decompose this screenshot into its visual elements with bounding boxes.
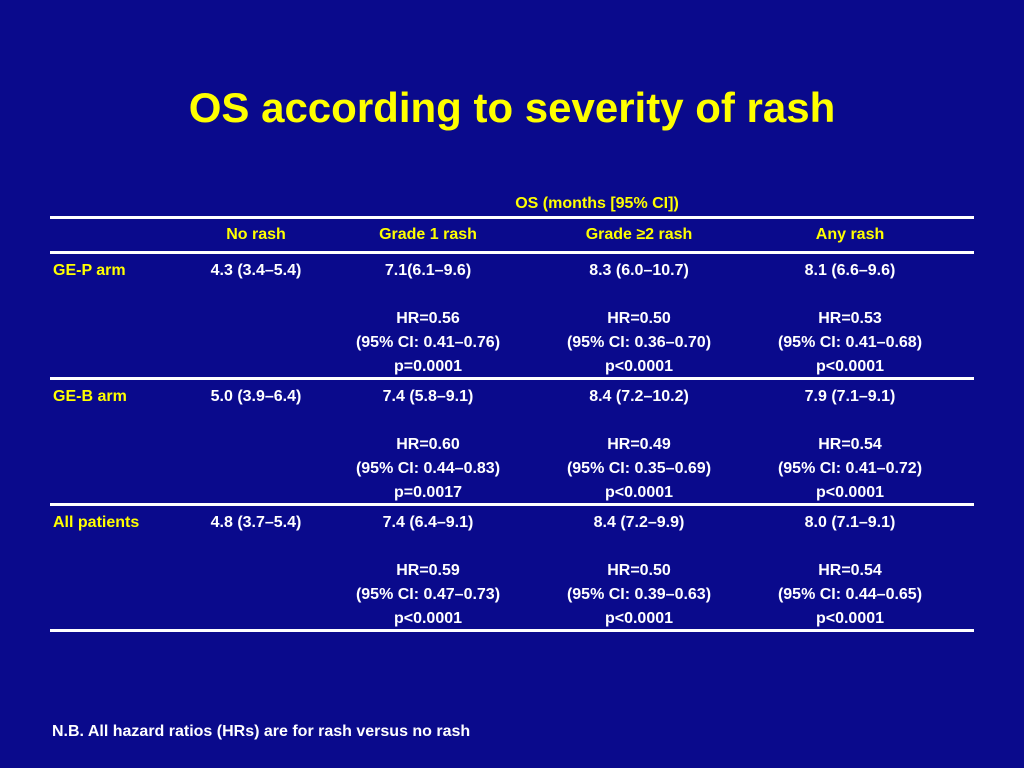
p-value: p<0.0001	[604, 484, 674, 501]
any-rash-cell: 8.1 (6.6–9.6) HR=0.53 (95% CI: 0.41–0.68…	[744, 259, 956, 377]
hr-value: HR=0.50	[607, 562, 671, 579]
os-value: 8.3 (6.0–10.7)	[589, 262, 689, 279]
column-header-grade1: Grade 1 rash	[379, 226, 477, 243]
column-header-row: No rash Grade 1 rash Grade ≥2 rash Any r…	[50, 219, 974, 251]
grade1-cell: 7.4 (5.8–9.1) HR=0.60 (95% CI: 0.44–0.83…	[322, 385, 534, 503]
header-rule	[50, 251, 974, 254]
ci-value: (95% CI: 0.36–0.70)	[566, 334, 712, 351]
hr-value: HR=0.56	[396, 310, 460, 327]
grade2-cell: 8.4 (7.2–10.2) HR=0.49 (95% CI: 0.35–0.6…	[534, 385, 744, 503]
grade2-cell: 8.4 (7.2–9.9) HR=0.50 (95% CI: 0.39–0.63…	[534, 511, 744, 629]
grade1-cell: 7.1(6.1–9.6) HR=0.56 (95% CI: 0.41–0.76)…	[322, 259, 534, 377]
table-top-rule	[50, 216, 974, 219]
ci-value: (95% CI: 0.44–0.65)	[777, 586, 923, 603]
table-bottom-rule	[50, 629, 974, 632]
any-rash-cell: 8.0 (7.1–9.1) HR=0.54 (95% CI: 0.44–0.65…	[744, 511, 956, 629]
p-value: p<0.0001	[815, 358, 885, 375]
hr-value: HR=0.60	[396, 436, 460, 453]
hr-value: HR=0.50	[607, 310, 671, 327]
os-value: 8.4 (7.2–10.2)	[589, 388, 689, 405]
ci-value: (95% CI: 0.39–0.63)	[566, 586, 712, 603]
slide-title: OS according to severity of rash	[188, 84, 836, 131]
table-row: GE-P arm 4.3 (3.4–5.4) 7.1(6.1–9.6) HR=0…	[50, 254, 974, 377]
column-header-grade2: Grade ≥2 rash	[585, 226, 693, 243]
os-value: 8.0 (7.1–9.1)	[804, 514, 896, 531]
os-value: 7.9 (7.1–9.1)	[804, 388, 896, 405]
hr-value: HR=0.59	[396, 562, 460, 579]
hr-value: HR=0.53	[818, 310, 882, 327]
hr-value: HR=0.49	[607, 436, 671, 453]
p-value: p=0.0001	[393, 358, 463, 375]
os-value: 7.1(6.1–9.6)	[384, 262, 472, 279]
os-value: 8.1 (6.6–9.6)	[804, 262, 896, 279]
p-value: p<0.0001	[393, 610, 463, 627]
hr-value: HR=0.54	[818, 436, 882, 453]
no-rash-cell: 4.8 (3.7–5.4)	[210, 514, 302, 531]
grade2-cell: 8.3 (6.0–10.7) HR=0.50 (95% CI: 0.36–0.7…	[534, 259, 744, 377]
p-value: p<0.0001	[815, 484, 885, 501]
ci-value: (95% CI: 0.41–0.76)	[355, 334, 501, 351]
any-rash-cell: 7.9 (7.1–9.1) HR=0.54 (95% CI: 0.41–0.72…	[744, 385, 956, 503]
p-value: p=0.0017	[393, 484, 463, 501]
row-label: GE-B arm	[53, 388, 127, 405]
ci-value: (95% CI: 0.35–0.69)	[566, 460, 712, 477]
hr-value: HR=0.54	[818, 562, 882, 579]
os-value: 8.4 (7.2–9.9)	[593, 514, 685, 531]
column-header-any-rash: Any rash	[815, 226, 885, 243]
column-header-no-rash: No rash	[226, 226, 286, 243]
footnote: N.B. All hazard ratios (HRs) are for ras…	[52, 723, 471, 740]
grade1-cell: 7.4 (6.4–9.1) HR=0.59 (95% CI: 0.47–0.73…	[322, 511, 534, 629]
os-value: 7.4 (6.4–9.1)	[382, 514, 474, 531]
os-value: 7.4 (5.8–9.1)	[382, 388, 474, 405]
row-label: All patients	[53, 514, 140, 531]
ci-value: (95% CI: 0.41–0.68)	[777, 334, 923, 351]
ci-value: (95% CI: 0.44–0.83)	[355, 460, 501, 477]
group-header: OS (months [95% CI])	[515, 195, 679, 212]
table-row: All patients 4.8 (3.7–5.4) 7.4 (6.4–9.1)…	[50, 506, 974, 629]
no-rash-cell: 5.0 (3.9–6.4)	[210, 388, 302, 405]
row-label: GE-P arm	[53, 262, 126, 279]
os-table: OS (months [95% CI]) No rash Grade 1 ras…	[50, 188, 974, 632]
row-rule	[50, 503, 974, 506]
p-value: p<0.0001	[604, 358, 674, 375]
ci-value: (95% CI: 0.41–0.72)	[777, 460, 923, 477]
p-value: p<0.0001	[604, 610, 674, 627]
no-rash-cell: 4.3 (3.4–5.4)	[210, 262, 302, 279]
row-rule	[50, 377, 974, 380]
table-row: GE-B arm 5.0 (3.9–6.4) 7.4 (5.8–9.1) HR=…	[50, 380, 974, 503]
ci-value: (95% CI: 0.47–0.73)	[355, 586, 501, 603]
p-value: p<0.0001	[815, 610, 885, 627]
